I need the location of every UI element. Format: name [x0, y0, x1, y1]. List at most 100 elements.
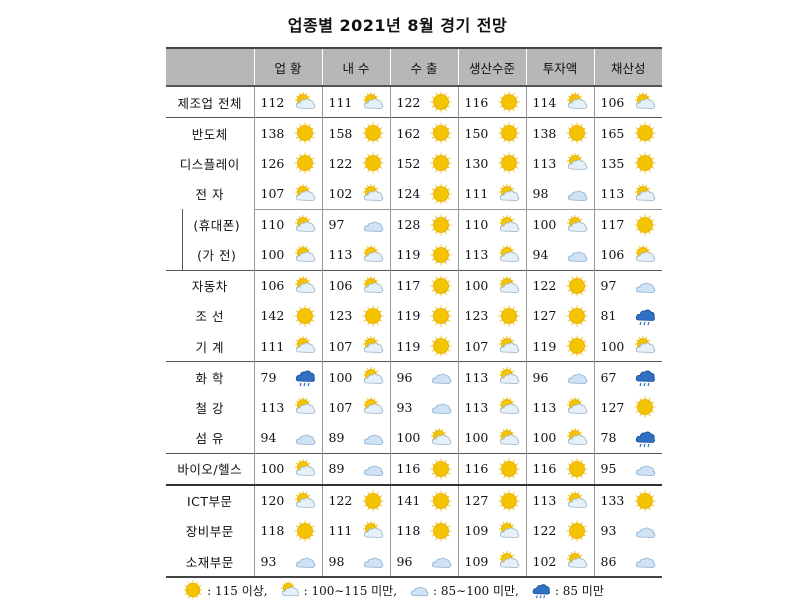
sun-icon — [294, 122, 316, 144]
table-row: 제조업 전체 112 111 122 116 114 106 — [166, 85, 662, 118]
table-row: 자동차 106 106 117 100 122 97 — [166, 269, 662, 301]
index-value: 100 — [600, 338, 625, 354]
index-value: 128 — [396, 217, 421, 232]
partly-cloudy-icon — [634, 183, 656, 205]
cell-investment: 119 — [525, 331, 594, 362]
partly-cloudy-icon — [362, 520, 384, 542]
partly-cloudy-icon — [362, 275, 384, 297]
partly-cloudy-icon — [294, 396, 316, 418]
cloud-icon — [566, 366, 588, 388]
row-label: 기 계 — [166, 331, 254, 362]
index-value: 116 — [396, 461, 421, 476]
table-row: 전 자 107 102 124 111 98 113 — [166, 178, 662, 209]
cell-investment: 102 — [525, 546, 594, 578]
table-row: 섬 유 94 89 100 100 100 78 — [166, 422, 662, 454]
index-value: 107 — [328, 338, 353, 354]
index-value: 117 — [600, 217, 625, 232]
cell-production: 127 — [457, 483, 526, 516]
index-value: 152 — [396, 155, 421, 171]
sun-icon — [566, 520, 588, 542]
cell-export: 128 — [389, 208, 458, 240]
cell-profitability: 127 — [593, 392, 662, 423]
sun-icon — [430, 244, 452, 266]
partly-cloudy-icon — [498, 183, 520, 205]
sun-icon — [430, 214, 452, 236]
rain-icon — [294, 366, 316, 388]
index-value: 95 — [600, 461, 617, 476]
partly-cloudy-icon — [566, 550, 588, 572]
row-label: 섬 유 — [166, 423, 254, 454]
cell-production: 111 — [457, 178, 526, 209]
index-value: 93 — [396, 399, 413, 415]
row-label-text: ICT부문 — [186, 494, 233, 509]
header-production: 생산수준 — [457, 47, 526, 87]
cloud-icon — [430, 366, 452, 388]
outlook-table: 업 황 내 수 수 출 생산수준 투자액 채산성 제조업 전체 112 111 122… — [166, 47, 662, 578]
cell-business: 120 — [253, 483, 322, 516]
index-value: 122 — [328, 155, 353, 171]
cell-business: 100 — [253, 239, 322, 270]
cell-profitability: 133 — [593, 483, 662, 516]
partly-cloudy-icon — [294, 335, 316, 357]
index-value: 124 — [396, 186, 421, 201]
table-row: 기 계 111 107 119 107 119 100 — [166, 331, 662, 362]
sun-icon — [430, 335, 452, 357]
cell-business: 138 — [253, 117, 322, 148]
cell-investment: 100 — [525, 422, 594, 453]
index-value: 89 — [328, 430, 345, 445]
partly-cloudy-icon — [498, 366, 520, 388]
index-value: 127 — [532, 308, 557, 324]
index-value: 96 — [396, 369, 413, 385]
row-label-text: 디스플레이 — [179, 156, 240, 172]
cloud-icon — [566, 183, 588, 205]
partly-cloudy-icon — [634, 335, 656, 357]
index-value: 119 — [396, 338, 421, 354]
cell-profitability: 95 — [593, 452, 662, 485]
cell-investment: 100 — [525, 208, 594, 240]
cell-export: 119 — [389, 331, 458, 362]
index-value: 165 — [600, 125, 625, 141]
index-value: 93 — [600, 523, 617, 539]
row-label: 반도체 — [166, 117, 254, 148]
cell-domestic: 113 — [321, 239, 390, 270]
partly-cloudy-icon — [362, 335, 384, 357]
cell-business: 118 — [253, 515, 322, 546]
row-label-text: 섬 유 — [195, 431, 224, 446]
legend-text: : 100∼115 미만, — [303, 583, 398, 598]
cell-production: 107 — [457, 331, 526, 362]
cell-profitability: 106 — [593, 85, 662, 118]
index-value: 141 — [396, 493, 421, 508]
row-label-text: 제조업 전체 — [177, 95, 242, 111]
table-row: 소재부문 93 98 96 109 102 86 — [166, 546, 662, 578]
cell-business: 79 — [253, 361, 322, 392]
sun-icon — [294, 520, 316, 542]
index-value: 107 — [464, 338, 489, 354]
row-label-text: (휴대폰) — [193, 217, 241, 233]
partly-cloudy-icon — [498, 244, 520, 266]
partly-cloudy-icon — [634, 91, 656, 113]
cell-business: 93 — [253, 546, 322, 578]
table-row: 장비부문 118 111 118 109 122 93 — [166, 515, 662, 546]
row-label-text: 철 강 — [195, 400, 224, 416]
cell-business: 112 — [253, 85, 322, 118]
sun-icon — [498, 122, 520, 144]
sun-icon — [430, 183, 452, 205]
index-value: 127 — [600, 399, 625, 415]
cell-investment: 122 — [525, 515, 594, 546]
cloud-icon — [294, 550, 316, 572]
row-label-text: 기 계 — [195, 339, 224, 355]
index-value: 109 — [464, 553, 489, 569]
index-value: 78 — [600, 430, 617, 445]
header-business: 업 황 — [253, 47, 322, 87]
sun-icon — [566, 122, 588, 144]
index-value: 98 — [532, 186, 549, 201]
cell-domestic: 122 — [321, 483, 390, 516]
table-header-row: 업 황 내 수 수 출 생산수준 투자액 채산성 — [166, 47, 662, 87]
cell-business: 106 — [253, 269, 322, 301]
cell-domestic: 97 — [321, 208, 390, 240]
cell-profitability: 135 — [593, 148, 662, 179]
sun-icon — [498, 91, 520, 113]
sun-icon — [362, 305, 384, 327]
cell-export: 119 — [389, 300, 458, 331]
partly-cloudy-icon — [362, 91, 384, 113]
